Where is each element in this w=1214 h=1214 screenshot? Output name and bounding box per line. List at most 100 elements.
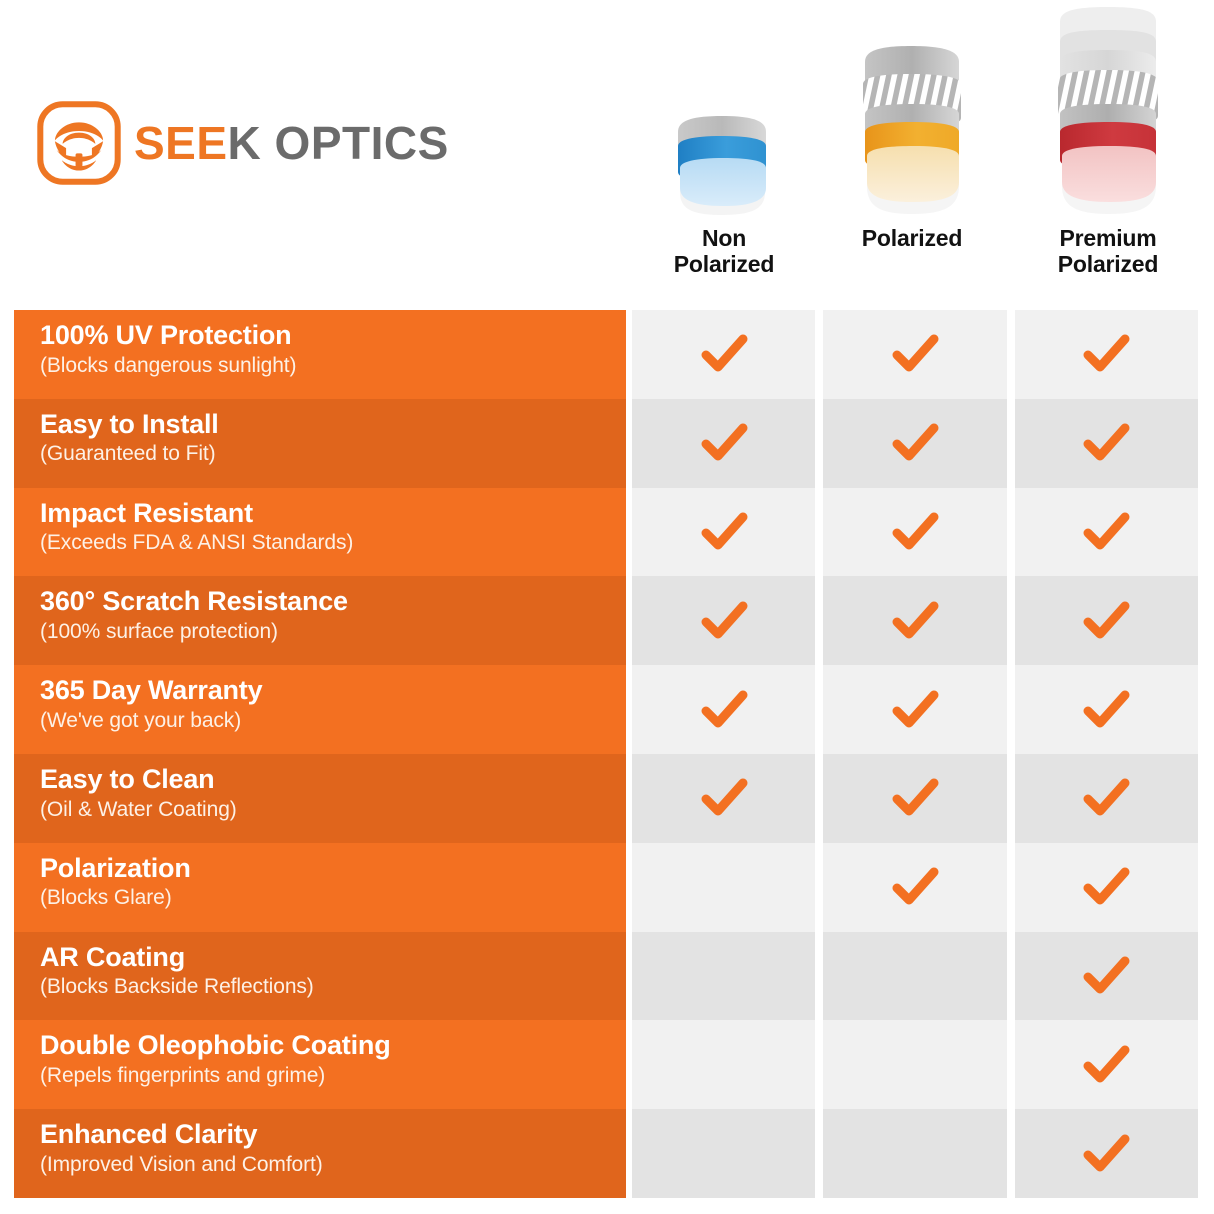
feature-subtitle: (Improved Vision and Comfort) xyxy=(40,1152,323,1176)
brand-logo: SEEK OPTICS xyxy=(36,100,449,186)
brand-word-k: K xyxy=(227,117,262,169)
column-header-label: Premium Polarized xyxy=(1018,225,1198,278)
check-icon xyxy=(892,334,939,372)
check-icon xyxy=(1083,867,1130,905)
check-cell xyxy=(1014,1109,1198,1198)
feature-title: Enhanced Clarity xyxy=(40,1119,258,1150)
feature-row: Easy to Clean (Oil & Water Coating) xyxy=(14,753,626,843)
check-cell xyxy=(1014,310,1198,399)
feature-title: AR Coating xyxy=(40,941,185,972)
check-icon xyxy=(701,690,748,728)
feature-list: 100% UV Protection (Blocks dangerous sunl… xyxy=(14,310,626,1198)
check-cell xyxy=(1014,753,1198,843)
check-cell xyxy=(823,842,1007,932)
check-column-non-polarized xyxy=(632,310,816,1198)
check-icon xyxy=(701,512,748,550)
check-icon xyxy=(1083,690,1130,728)
feature-subtitle: (Repels fingerprints and grime) xyxy=(40,1064,326,1088)
check-cell xyxy=(632,576,816,666)
feature-title: Impact Resistant xyxy=(40,497,253,528)
feature-subtitle: (Blocks dangerous sunlight) xyxy=(40,353,297,377)
check-cell xyxy=(632,1020,816,1110)
column-header-line2: Polarized xyxy=(673,250,775,277)
check-cell xyxy=(1014,576,1198,666)
non-polarized-lens-icon xyxy=(666,88,782,220)
feature-subtitle: (We've got your back) xyxy=(40,708,242,732)
column-header-label: Polarized xyxy=(826,225,998,252)
check-cell xyxy=(823,1109,1007,1198)
check-icon xyxy=(701,423,748,461)
feature-subtitle: (Blocks Glare) xyxy=(40,886,172,910)
comparison-table: 100% UV Protection (Blocks dangerous sunl… xyxy=(14,310,1198,1198)
check-cell xyxy=(823,1020,1007,1110)
check-cell xyxy=(823,665,1007,754)
feature-subtitle: (100% surface protection) xyxy=(40,620,278,644)
column-header-line1: Non xyxy=(701,225,747,251)
check-cell xyxy=(823,753,1007,843)
feature-row: 365 Day Warranty (We've got your back) xyxy=(14,665,626,754)
check-column-polarized xyxy=(823,310,1007,1198)
column-header-line1: Premium xyxy=(1059,225,1157,251)
feature-row: Polarization (Blocks Glare) xyxy=(14,842,626,932)
feature-row: Easy to Install (Guaranteed to Fit) xyxy=(14,398,626,488)
column-header-premium-polarized: Premium Polarized xyxy=(1018,4,1198,278)
check-icon xyxy=(1083,512,1130,550)
check-cell xyxy=(632,310,816,399)
feature-row: 100% UV Protection (Blocks dangerous sunl… xyxy=(14,310,626,399)
check-icon xyxy=(701,601,748,639)
check-cell xyxy=(632,842,816,932)
check-column-premium-polarized xyxy=(1014,310,1198,1198)
polarized-lens-icon xyxy=(849,38,975,220)
feature-title: 100% UV Protection xyxy=(40,320,292,350)
feature-subtitle: (Blocks Backside Reflections) xyxy=(40,975,314,999)
brand-word-optics: OPTICS xyxy=(261,117,449,169)
brand-word-see: SEE xyxy=(134,117,228,169)
column-header-label: Non Polarized xyxy=(638,225,810,278)
column-header-line1: Polarized xyxy=(861,225,963,251)
check-cell xyxy=(632,1109,816,1198)
feature-subtitle: (Guaranteed to Fit) xyxy=(40,442,216,466)
check-icon xyxy=(1083,778,1130,816)
feature-subtitle: (Exceeds FDA & ANSI Standards) xyxy=(40,531,354,555)
check-icon xyxy=(892,423,939,461)
check-cell xyxy=(1014,931,1198,1021)
check-cell xyxy=(632,398,816,488)
feature-row: Impact Resistant (Exceeds FDA & ANSI Stan… xyxy=(14,487,626,577)
feature-title: Double Oleophobic Coating xyxy=(40,1030,391,1061)
feature-title: Polarization xyxy=(40,852,191,883)
check-icon xyxy=(892,778,939,816)
check-cell xyxy=(823,931,1007,1021)
seek-optics-eye-mark xyxy=(37,101,121,185)
check-icon xyxy=(892,690,939,728)
check-cell xyxy=(1014,665,1198,754)
check-icon xyxy=(1083,1045,1130,1083)
check-icon xyxy=(1083,1134,1130,1172)
check-cell xyxy=(823,310,1007,399)
check-cell xyxy=(632,665,816,754)
check-cell xyxy=(823,398,1007,488)
check-cell xyxy=(632,487,816,577)
check-icon xyxy=(1083,334,1130,372)
check-grid xyxy=(632,310,1198,1198)
check-icon xyxy=(701,334,748,372)
feature-title: 360° Scratch Resistance xyxy=(40,586,348,617)
feature-subtitle: (Oil & Water Coating) xyxy=(40,797,237,821)
feature-title: Easy to Clean xyxy=(40,763,215,794)
feature-row: 360° Scratch Resistance (100% surface pro… xyxy=(14,576,626,666)
check-icon xyxy=(1083,956,1130,994)
check-icon xyxy=(892,867,939,905)
check-cell xyxy=(632,753,816,843)
feature-row: Double Oleophobic Coating (Repels fingerp… xyxy=(14,1020,626,1110)
check-cell xyxy=(823,487,1007,577)
check-icon xyxy=(701,778,748,816)
column-header-line2: Polarized xyxy=(1057,250,1159,277)
check-icon xyxy=(1083,423,1130,461)
check-cell xyxy=(823,576,1007,666)
column-header-polarized: Polarized xyxy=(826,38,998,252)
check-cell xyxy=(1014,398,1198,488)
check-cell xyxy=(1014,487,1198,577)
premium-polarized-lens-icon xyxy=(1042,4,1174,220)
check-icon xyxy=(892,601,939,639)
feature-row: AR Coating (Blocks Backside Reflections) xyxy=(14,931,626,1021)
brand-wordmark: SEEK OPTICS xyxy=(134,120,449,166)
